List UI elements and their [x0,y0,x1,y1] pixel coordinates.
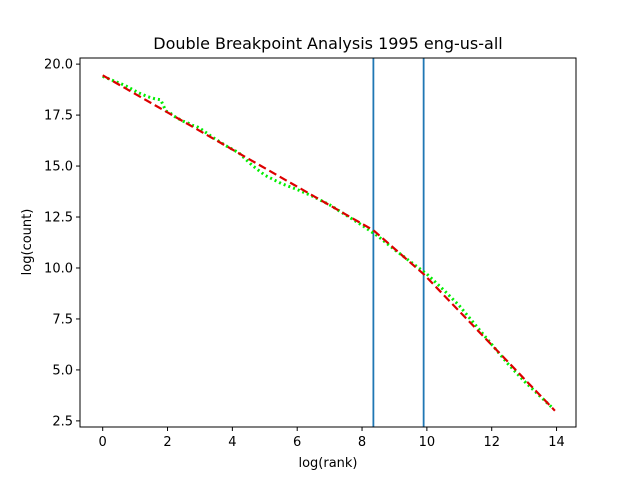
y-tick-label: 5.0 [52,363,73,378]
x-tick-label: 2 [163,435,171,450]
y-tick-label: 7.5 [52,312,73,327]
x-tick-label: 12 [483,435,500,450]
y-tick-label: 12.5 [44,211,73,226]
y-tick-label: 15.0 [44,160,73,175]
x-tick-label: 4 [228,435,236,450]
plot-area [102,58,556,427]
plot-frame [79,57,577,428]
y-tick-label: 20.0 [44,58,73,73]
fit-series-line [102,74,556,412]
y-tick-label: 2.5 [52,414,73,429]
x-tick-label: 14 [548,435,565,450]
x-axis-label: log(rank) [298,456,357,471]
x-tick-label: 6 [293,435,301,450]
x-tick-label: 8 [358,435,366,450]
x-tick-label: 10 [419,435,436,450]
y-tick-label: 17.5 [44,109,73,124]
x-tick-label: 0 [99,435,107,450]
y-axis-label: log(count) [20,209,35,276]
axis-ticks: 0 2 4 6 8 10 12 14 2.5 5.0 7.5 10.0 12.5 15.0 17.5 20.0 [44,58,565,450]
chart-title: Double Breakpoint Analysis 1995 eng-us-a… [153,34,502,53]
y-tick-label: 10.0 [44,261,73,276]
